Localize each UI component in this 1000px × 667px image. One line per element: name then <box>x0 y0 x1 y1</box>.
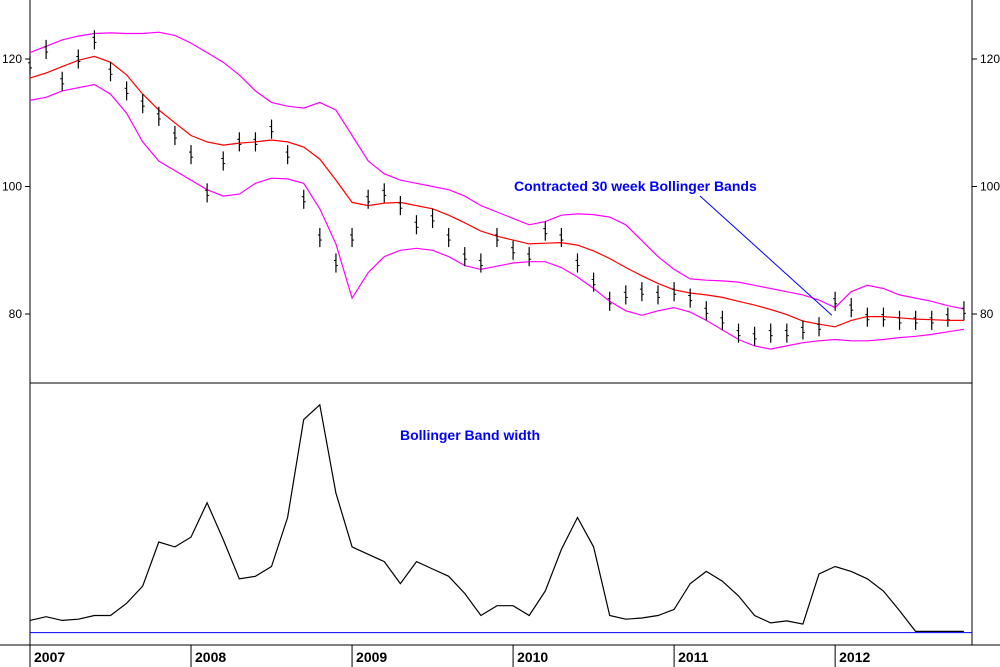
annotations: Bollinger Band width Contracted 30 week B… <box>400 178 833 443</box>
year-tick-label: 2007 <box>34 649 65 665</box>
year-tick-label: 2011 <box>678 649 709 665</box>
y-tick-label-right: 100 <box>980 180 1000 194</box>
upper-band-line <box>29 31 965 310</box>
year-tick-label: 2008 <box>195 649 226 665</box>
contracted-bands-annotation: Contracted 30 week Bollinger Bands <box>514 178 757 194</box>
y-tick-label-left: 120 <box>2 52 22 66</box>
year-tick-label: 2009 <box>356 649 387 665</box>
year-tick-label: 2010 <box>517 649 548 665</box>
y-tick-label-left: 80 <box>9 307 23 321</box>
lower-band-line <box>29 83 964 350</box>
axes: 80 80 100 100 120 120 2007 2008 2009 2010 2011 2012 <box>2 52 1000 667</box>
annotation-arrow <box>699 195 833 316</box>
indicator-panel <box>29 403 972 634</box>
year-tick-label: 2012 <box>839 649 870 665</box>
y-tick-label-right: 80 <box>980 307 994 321</box>
band-width-line <box>29 403 964 632</box>
chart-frame <box>0 0 1000 646</box>
moving-average-line <box>29 55 964 328</box>
band-width-title: Bollinger Band width <box>400 427 540 443</box>
price-panel <box>28 30 966 350</box>
y-tick-label-left: 100 <box>2 180 22 194</box>
price-bars <box>28 30 966 346</box>
y-tick-label-right: 120 <box>980 52 1000 66</box>
